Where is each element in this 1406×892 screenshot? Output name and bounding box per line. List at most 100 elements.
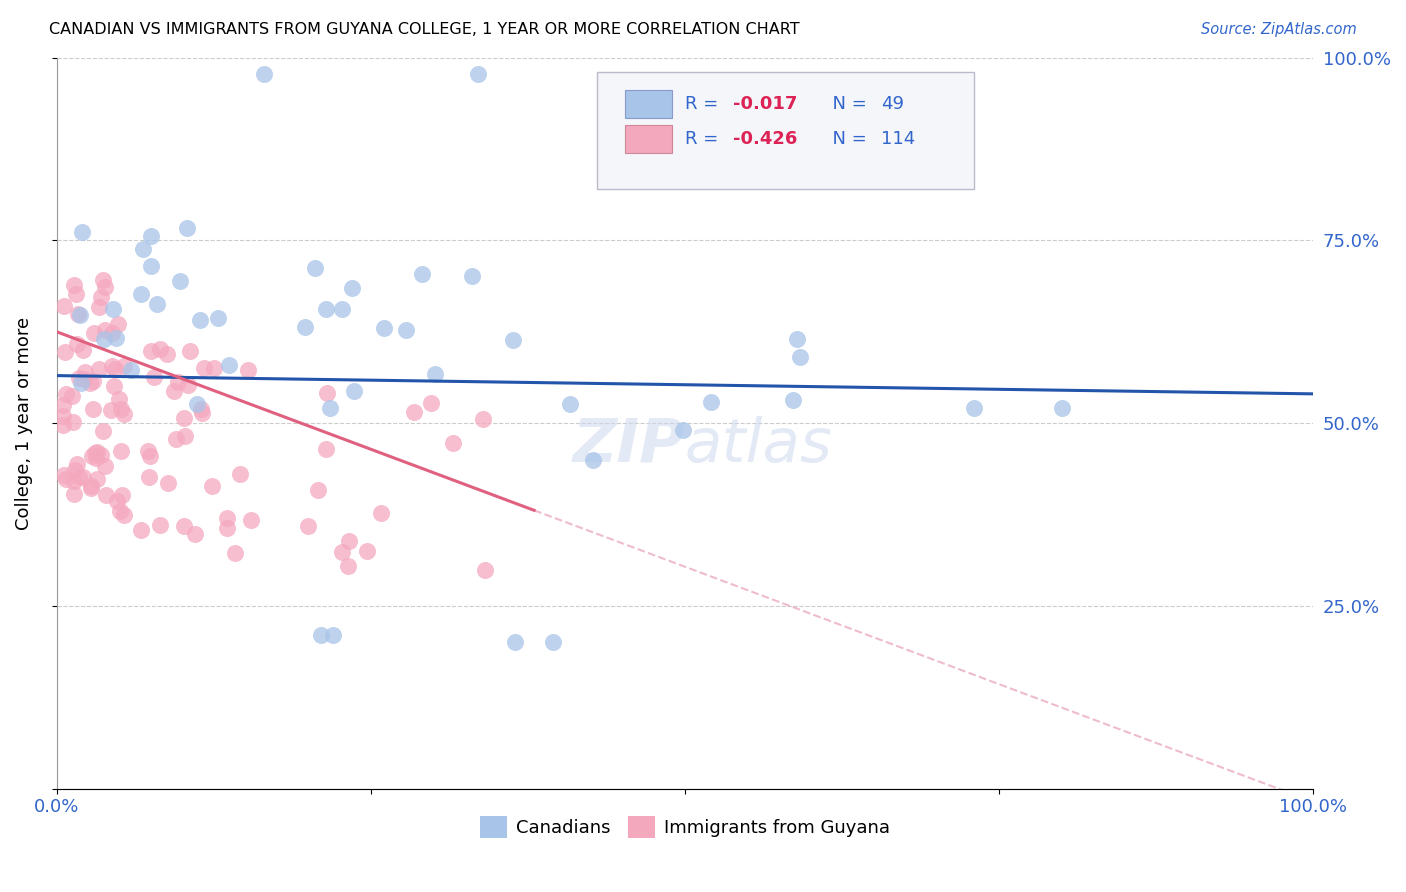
Point [55,472,77,486]
Point [146,297,169,311]
Point [62,277,84,292]
Point [94,323,117,337]
Point [139,343,162,358]
FancyBboxPatch shape [624,125,672,153]
Point [55,387,77,401]
Point [343,384,366,398]
Point [129,287,152,301]
Point [83,326,105,340]
Point [67,307,90,321]
FancyBboxPatch shape [624,90,672,118]
Point [136,443,159,458]
Point [370,506,392,520]
Point [786,332,808,346]
Text: 49: 49 [882,95,904,112]
Point [322,628,344,642]
Point [149,342,172,356]
Point [330,301,353,316]
Point [411,267,433,281]
Point [82,374,104,388]
Point [253,67,276,81]
Text: ZIP: ZIP [574,416,685,475]
Text: 114: 114 [882,130,915,148]
Point [186,397,208,411]
Point [65,287,87,301]
Point [215,510,238,524]
Point [62,415,84,429]
Point [294,320,316,334]
Text: CANADIAN VS IMMIGRANTS FROM GUYANA COLLEGE, 1 YEAR OR MORE CORRELATION CHART: CANADIAN VS IMMIGRANTS FROM GUYANA COLLE… [49,22,800,37]
Point [120,362,142,376]
Point [149,518,172,533]
Text: -0.017: -0.017 [733,95,797,112]
Point [425,368,447,382]
Point [75,365,97,379]
Point [176,221,198,235]
Point [789,350,811,364]
FancyBboxPatch shape [598,72,974,189]
Point [62,389,84,403]
Point [94,488,117,502]
Point [84,450,107,465]
Point [53,299,76,313]
Point [70,225,93,239]
Legend: Canadians, Immigrants from Guyana: Canadians, Immigrants from Guyana [472,809,897,846]
Point [224,546,246,560]
Point [94,279,117,293]
Point [80,481,103,495]
Point [373,321,395,335]
Point [340,281,363,295]
Point [332,545,354,559]
Point [67,470,90,484]
Point [90,290,112,304]
Point [207,310,229,325]
Point [86,444,108,458]
Point [782,392,804,407]
Point [83,446,105,460]
Point [110,444,132,458]
Point [184,527,207,541]
Text: R =: R = [685,130,724,148]
Point [700,395,723,409]
Point [91,424,114,438]
Point [79,376,101,390]
Point [402,405,425,419]
Point [86,471,108,485]
Point [461,269,484,284]
Point [110,402,132,417]
Point [215,520,238,534]
Point [63,487,86,501]
Point [52,398,75,412]
Point [304,260,326,275]
Point [53,468,76,483]
Point [69,308,91,322]
Point [315,302,337,317]
Text: atlas: atlas [685,416,832,475]
Point [112,407,135,421]
Point [105,331,128,345]
Point [474,563,496,577]
Point [190,401,212,416]
Point [139,228,162,243]
Point [112,508,135,523]
Point [1050,401,1073,416]
Point [62,474,84,488]
Point [315,442,337,457]
Point [55,344,77,359]
Point [139,449,162,463]
Point [190,312,212,326]
Point [963,401,986,416]
Point [139,259,162,273]
Point [560,397,582,411]
Point [70,376,93,391]
Point [441,436,464,450]
Point [336,558,359,573]
Point [309,628,332,642]
Text: R =: R = [685,95,724,112]
Point [66,337,89,351]
Point [103,379,125,393]
Point [356,544,378,558]
Point [177,377,200,392]
Point [67,370,90,384]
Point [129,523,152,537]
